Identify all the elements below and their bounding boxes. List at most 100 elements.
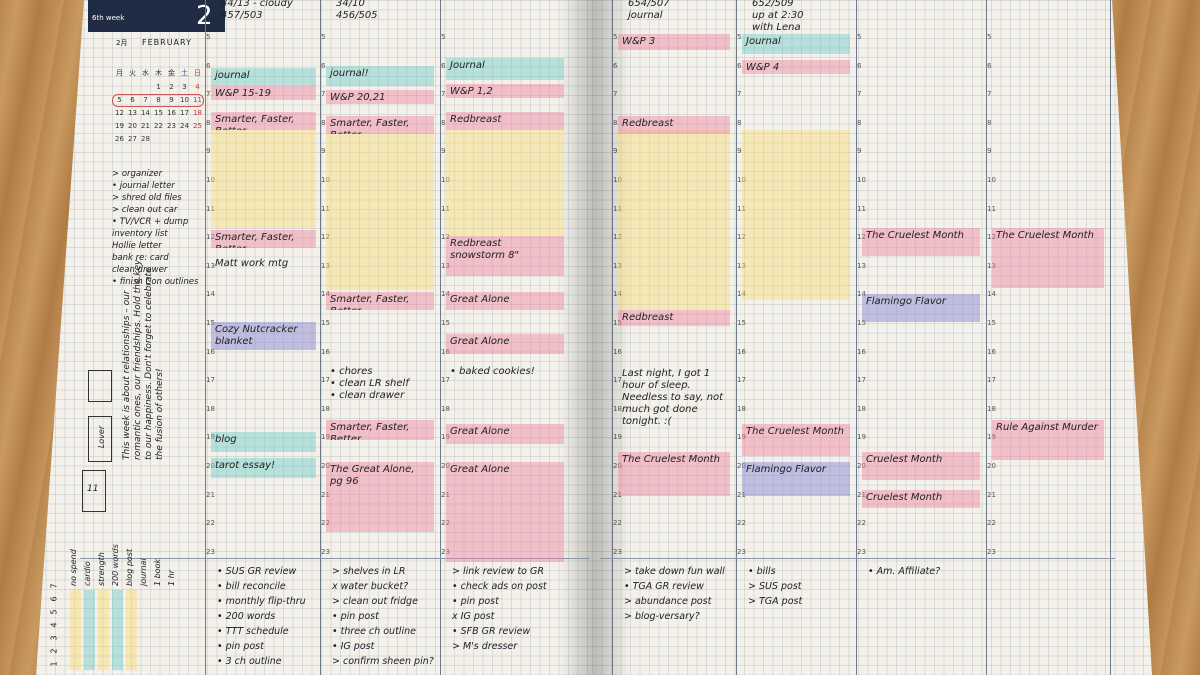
date: 17 (180, 109, 189, 117)
hour-label: 6 (441, 61, 446, 70)
task: • TGA GR review (624, 581, 704, 592)
day-header-note: 456/505 (336, 10, 378, 21)
todo: • finish Con outlines (112, 277, 199, 287)
hour-label: 22 (206, 519, 215, 528)
task: x IG post (452, 611, 495, 622)
hour-label: 14 (441, 290, 450, 299)
hour-label: 6 (987, 61, 992, 70)
hour-label: 23 (206, 547, 215, 556)
task: • three ch outline (332, 626, 416, 637)
hour-label: 6 (737, 61, 742, 70)
hour-label: 8 (206, 118, 211, 127)
entry: Redbreast snowstorm 8" (446, 236, 564, 276)
month: FEBRUARY (142, 38, 192, 47)
hour-label: 5 (857, 33, 862, 41)
task: > blog-versary? (624, 611, 700, 622)
card-label: 11 (87, 484, 99, 494)
entry: Great Alone (446, 334, 564, 354)
weekday: 木 (155, 69, 162, 77)
highlight-block (618, 130, 730, 310)
date: 1 (156, 83, 161, 91)
hour-label: 7 (441, 90, 446, 99)
habit-day: 6 (49, 596, 59, 602)
hour-label: 8 (441, 118, 446, 127)
task: • 200 words (217, 611, 276, 622)
hour-label: 18 (441, 404, 450, 413)
hour-label: 9 (441, 147, 446, 156)
hour-label: 11 (987, 204, 996, 213)
entry: Great Alone (446, 292, 564, 310)
hour-label: 12 (987, 233, 996, 242)
hour-label: 7 (206, 90, 211, 99)
week-label: 6th week (92, 14, 125, 22)
hour-label: 10 (737, 176, 746, 184)
entry: The Cruelest Month (992, 228, 1104, 288)
habit-label: no spend (69, 549, 78, 586)
entry: Last night, I got 1 hour of sleep. Needl… (622, 368, 724, 427)
week-number: 2 (196, 2, 213, 30)
hour-label: 23 (321, 547, 330, 556)
habit-day: 4 (49, 622, 59, 628)
entry: journal (211, 68, 316, 86)
highlight-block (742, 130, 850, 300)
hour-label: 22 (987, 519, 996, 528)
week-header: 6th week 2 (88, 0, 225, 32)
entry: W&P 20,21 (326, 90, 434, 104)
date: 4 (195, 83, 200, 91)
hour-label: 14 (737, 290, 746, 299)
hour-label: 20 (987, 462, 996, 470)
hour-label: 20 (321, 462, 330, 470)
habit-label: cardio (83, 561, 92, 586)
habit-fill (126, 590, 137, 670)
habit-label: 200 words (111, 544, 120, 586)
hour-label: 13 (737, 261, 746, 270)
hour-label: 16 (857, 347, 866, 356)
task: > TGA post (748, 596, 803, 607)
entry: Great Alone (446, 462, 564, 562)
column-line (440, 0, 441, 675)
hour-label: 20 (441, 462, 450, 470)
entry: Smarter, Faster, Better (326, 116, 434, 134)
hour-label: 13 (857, 261, 866, 270)
task: > shelves in LR (332, 566, 406, 577)
hour-label: 23 (441, 547, 450, 556)
entry: Smarter, Faster, Better (211, 112, 316, 130)
entry: Journal (446, 58, 564, 80)
hour-label: 13 (441, 261, 450, 270)
entry: Smarter, Faster, Better (326, 292, 434, 310)
hour-label: 17 (737, 376, 746, 385)
hour-label: 10 (321, 176, 330, 184)
date: 9 (169, 96, 174, 104)
habit-fill (70, 590, 81, 670)
hour-label: 10 (987, 176, 996, 184)
spine-shadow (560, 0, 630, 675)
weekday: 火 (129, 69, 136, 77)
hour-label: 11 (613, 204, 622, 213)
hour-label: 12 (857, 233, 866, 242)
date: 19 (115, 122, 124, 130)
hour-label: 12 (441, 233, 450, 242)
weekday: 金 (168, 69, 175, 77)
hour-label: 15 (737, 319, 746, 327)
date: 15 (154, 109, 163, 117)
highlight-block (211, 130, 316, 228)
column-line (205, 0, 206, 675)
hour-label: 19 (987, 433, 996, 442)
entry: Great Alone (446, 424, 564, 444)
todo: bank re: card (112, 253, 169, 263)
entry: Smarter, Faster, Better (211, 230, 316, 248)
hour-label: 6 (613, 61, 618, 70)
month-jp: 2月 (116, 39, 128, 47)
date: 6 (130, 96, 135, 104)
task: • SUS GR review (217, 566, 297, 577)
hour-label: 7 (987, 90, 992, 99)
hour-label: 11 (737, 204, 746, 213)
column-line (612, 0, 613, 675)
todo: Hollie letter (112, 241, 162, 251)
habit-label: 1 hr (167, 570, 176, 586)
task: • monthly flip-thru (217, 596, 306, 607)
date: 11 (193, 96, 202, 104)
date: 16 (167, 109, 176, 117)
hour-label: 13 (206, 261, 215, 270)
hour-label: 9 (613, 147, 618, 156)
